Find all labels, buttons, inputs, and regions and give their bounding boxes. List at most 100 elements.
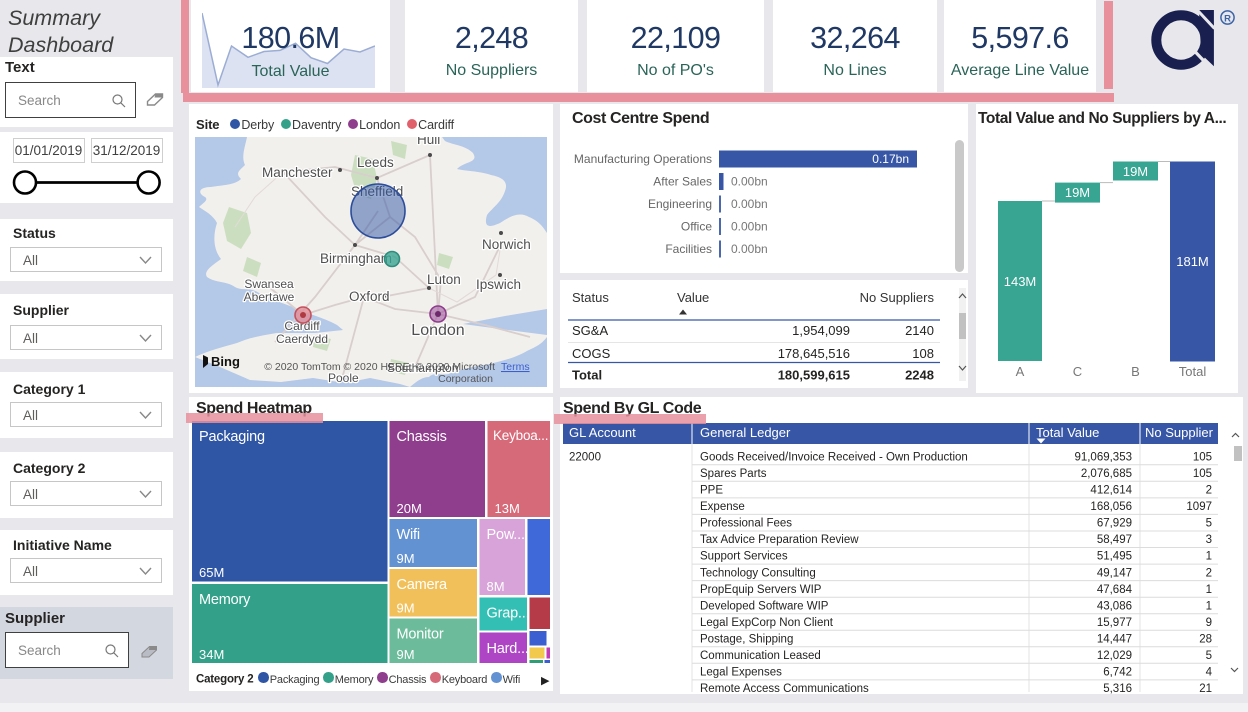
- svg-text:Poole: Poole: [328, 371, 359, 385]
- svg-text:Professional Fees: Professional Fees: [700, 518, 792, 530]
- svg-text:15,977: 15,977: [1097, 617, 1132, 629]
- svg-text:1: 1: [1206, 600, 1212, 612]
- svg-text:51,495: 51,495: [1097, 551, 1132, 563]
- svg-text:Swansea: Swansea: [244, 277, 294, 291]
- svg-text:43,086: 43,086: [1097, 600, 1132, 612]
- svg-text:GL Account: GL Account: [569, 425, 636, 440]
- svg-text:Value: Value: [677, 290, 709, 305]
- svg-text:0.00bn: 0.00bn: [731, 197, 768, 211]
- svg-text:20M: 20M: [397, 501, 422, 516]
- svg-text:Pow...: Pow...: [487, 527, 525, 543]
- svg-text:143M: 143M: [1004, 274, 1037, 289]
- svg-text:Engineering: Engineering: [648, 197, 712, 211]
- svg-text:14,447: 14,447: [1097, 633, 1132, 645]
- svg-text:Manufacturing Operations: Manufacturing Operations: [574, 152, 712, 166]
- svg-text:Oxford: Oxford: [349, 289, 390, 304]
- svg-text:91,069,353: 91,069,353: [1074, 451, 1132, 463]
- svg-text:181M: 181M: [1176, 254, 1209, 269]
- svg-text:19M: 19M: [1123, 164, 1148, 179]
- svg-text:0.00bn: 0.00bn: [731, 175, 768, 189]
- svg-text:Wifi: Wifi: [397, 527, 420, 543]
- svg-text:2: 2: [1206, 485, 1212, 497]
- svg-text:R: R: [1224, 14, 1231, 25]
- svg-text:Grap...: Grap...: [487, 606, 530, 622]
- svg-text:No Supplier: No Supplier: [1145, 425, 1214, 440]
- svg-text:Luton: Luton: [427, 272, 461, 287]
- svg-text:Legal ExpCorp Non Client: Legal ExpCorp Non Client: [700, 617, 834, 629]
- svg-text:Memory: Memory: [199, 592, 251, 608]
- svg-text:PropEquip Servers WIP: PropEquip Servers WIP: [700, 584, 822, 596]
- svg-text:COGS: COGS: [572, 346, 611, 361]
- svg-text:5,316: 5,316: [1103, 683, 1132, 695]
- svg-text:A: A: [1016, 364, 1025, 379]
- svg-text:Remote Access Communications: Remote Access Communications: [700, 683, 869, 695]
- svg-text:Leeds: Leeds: [357, 155, 394, 170]
- svg-text:Legal Expenses: Legal Expenses: [700, 667, 782, 679]
- svg-text:9M: 9M: [397, 551, 415, 566]
- svg-text:Developed Software WIP: Developed Software WIP: [700, 600, 829, 612]
- svg-text:Total: Total: [1179, 364, 1207, 379]
- svg-text:34M: 34M: [199, 647, 224, 662]
- svg-text:London: London: [411, 322, 464, 339]
- svg-text:5: 5: [1206, 650, 1212, 662]
- svg-text:Monitor: Monitor: [397, 627, 444, 643]
- svg-text:Total Value: Total Value: [1036, 425, 1099, 440]
- svg-text:General Ledger: General Ledger: [700, 425, 791, 440]
- svg-text:21: 21: [1199, 683, 1212, 695]
- svg-text:1097: 1097: [1186, 501, 1212, 513]
- svg-text:5: 5: [1206, 518, 1212, 530]
- svg-text:Norwich: Norwich: [482, 237, 531, 252]
- svg-text:13M: 13M: [495, 501, 520, 516]
- svg-text:Birmingham: Birmingham: [320, 251, 392, 266]
- svg-text:B: B: [1131, 364, 1140, 379]
- svg-text:© 2020 TomTom © 2020 HERE, © 2: © 2020 TomTom © 2020 HERE, © 2020 Micros…: [264, 361, 495, 373]
- svg-text:Facilities: Facilities: [665, 242, 712, 256]
- svg-text:108: 108: [912, 346, 934, 361]
- svg-text:Manchester: Manchester: [262, 165, 333, 180]
- svg-text:Chassis: Chassis: [397, 429, 447, 445]
- svg-text:178,645,516: 178,645,516: [778, 346, 850, 361]
- svg-text:Support Services: Support Services: [700, 551, 788, 563]
- svg-text:105: 105: [1193, 468, 1212, 480]
- svg-text:PPE: PPE: [700, 485, 723, 497]
- svg-text:412,614: 412,614: [1090, 485, 1132, 497]
- svg-text:12,029: 12,029: [1097, 650, 1132, 662]
- svg-text:Bing: Bing: [211, 354, 240, 369]
- svg-text:Hull: Hull: [417, 137, 440, 147]
- svg-text:Office: Office: [681, 220, 712, 234]
- svg-text:3: 3: [1206, 534, 1212, 546]
- svg-text:Goods Received/Invoice Receive: Goods Received/Invoice Received - Own Pr…: [700, 451, 968, 463]
- svg-text:Postage, Shipping: Postage, Shipping: [700, 633, 793, 645]
- svg-text:9M: 9M: [397, 647, 415, 662]
- svg-text:168,056: 168,056: [1090, 501, 1132, 513]
- svg-text:Spares Parts: Spares Parts: [700, 468, 767, 480]
- svg-text:C: C: [1073, 364, 1082, 379]
- svg-text:67,929: 67,929: [1097, 518, 1132, 530]
- svg-text:1,954,099: 1,954,099: [792, 323, 850, 338]
- svg-text:Terms: Terms: [501, 361, 530, 373]
- svg-text:1: 1: [1206, 584, 1212, 596]
- svg-text:Camera: Camera: [397, 577, 449, 593]
- svg-text:105: 105: [1193, 451, 1212, 463]
- svg-text:58,497: 58,497: [1097, 534, 1132, 546]
- svg-text:6,742: 6,742: [1103, 667, 1132, 679]
- svg-text:Corporation: Corporation: [438, 373, 493, 385]
- svg-text:Technology Consulting: Technology Consulting: [700, 567, 816, 579]
- svg-text:Caerdydd: Caerdydd: [276, 332, 328, 346]
- svg-text:Tax Advice Preparation Review: Tax Advice Preparation Review: [700, 534, 859, 546]
- svg-text:0.00bn: 0.00bn: [731, 242, 768, 256]
- svg-text:Hard...: Hard...: [487, 641, 529, 657]
- svg-text:Southampton: Southampton: [387, 361, 458, 375]
- svg-text:Communication Leased: Communication Leased: [700, 650, 821, 662]
- svg-text:1: 1: [1206, 551, 1212, 563]
- svg-text:2: 2: [1206, 567, 1212, 579]
- svg-text:Packaging: Packaging: [199, 429, 265, 445]
- svg-text:47,684: 47,684: [1097, 584, 1133, 596]
- svg-text:Ipswich: Ipswich: [476, 277, 521, 292]
- svg-text:19M: 19M: [1065, 185, 1090, 200]
- svg-text:Expense: Expense: [700, 501, 745, 513]
- svg-text:Total: Total: [572, 368, 602, 383]
- svg-text:Status: Status: [572, 290, 609, 305]
- svg-text:2248: 2248: [905, 368, 934, 383]
- svg-text:2,076,685: 2,076,685: [1081, 468, 1132, 480]
